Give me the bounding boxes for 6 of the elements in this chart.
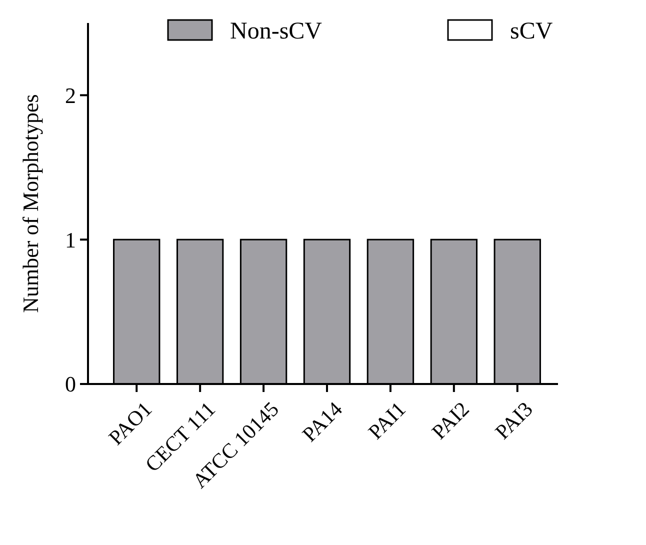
y-tick-label: 0 (65, 372, 76, 397)
y-tick-label: 1 (65, 227, 76, 252)
legend-label: Non-sCV (230, 18, 323, 44)
y-axis-title: Number of Morphotypes (18, 94, 43, 313)
legend-label: sCV (510, 18, 554, 44)
y-tick-label: 2 (65, 82, 76, 108)
